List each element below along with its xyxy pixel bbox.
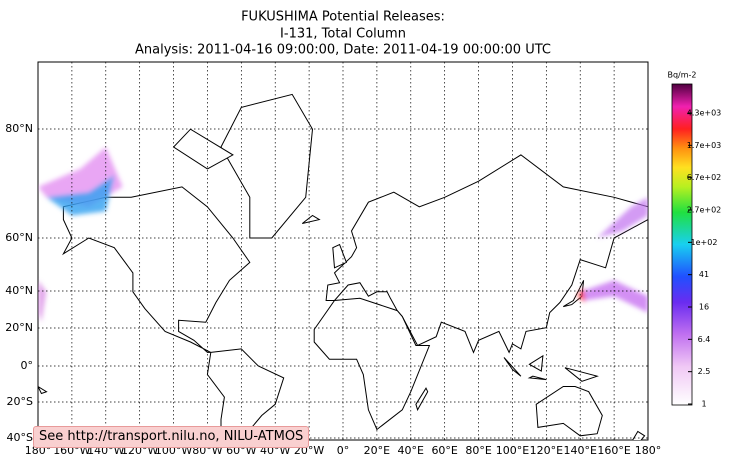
lat-label: 20°N: [5, 321, 33, 334]
landmass: [564, 367, 599, 382]
colorbar-label: 6.7e+02: [687, 173, 722, 182]
land: [38, 93, 648, 440]
landmass: [220, 93, 314, 239]
colorbar-label: 16: [699, 303, 709, 312]
colorbar-label: 1.7e+03: [687, 141, 722, 150]
landmass: [535, 386, 603, 437]
lat-label: 0°: [21, 359, 34, 372]
title-line: FUKUSHIMA Potential Releases:: [241, 10, 445, 25]
colorbar-label: 2.5: [698, 367, 711, 376]
colorbar-label: 6.4: [698, 335, 711, 344]
landmass: [527, 375, 547, 381]
plume: [38, 147, 648, 323]
lon-label: 40°E: [398, 444, 424, 457]
landmass: [528, 354, 544, 372]
colorbar-label: 1: [701, 400, 706, 409]
footer: See http://transport.nilu.no, NILU-ATMOS: [33, 426, 310, 448]
lon-label: 80°E: [465, 444, 491, 457]
lon-label: 60°E: [431, 444, 457, 457]
lon-label: 140°E: [563, 444, 596, 457]
landmass: [62, 186, 251, 353]
lat-label: 40°S: [7, 431, 33, 444]
colorbar-label: 41: [699, 270, 709, 279]
plume-area: [46, 175, 115, 216]
plume-area: [580, 280, 648, 313]
colorbar-unit: Bq/m-2: [667, 71, 696, 80]
lon-label: 20°E: [364, 444, 390, 457]
lat-label: 60°N: [5, 231, 33, 244]
landmass: [301, 214, 321, 224]
title-line: Analysis: 2011-04-16 09:00:00, Date: 201…: [135, 43, 551, 58]
landmass: [415, 387, 429, 412]
landmass: [38, 385, 48, 395]
colorbar-label: 1e+02: [691, 238, 718, 247]
lon-label: 180°: [635, 444, 662, 457]
colorbar-label: 2.7e+02: [687, 206, 722, 215]
lat-label: 20°S: [7, 395, 33, 408]
title-line: I-131, Total Column: [280, 27, 406, 42]
lat-label: 40°N: [5, 284, 33, 297]
lon-label: 120°E: [530, 444, 563, 457]
plume-area: [597, 197, 648, 238]
lon-label: 100°E: [496, 444, 529, 457]
plume-area: [38, 280, 47, 323]
lon-label: 0°: [337, 444, 350, 457]
lon-label: 160°E: [597, 444, 630, 457]
colorbar: [671, 83, 693, 406]
landmass: [632, 430, 646, 440]
colorbar-label: 4.3e+03: [687, 109, 722, 118]
lat-label: 80°N: [5, 122, 33, 135]
